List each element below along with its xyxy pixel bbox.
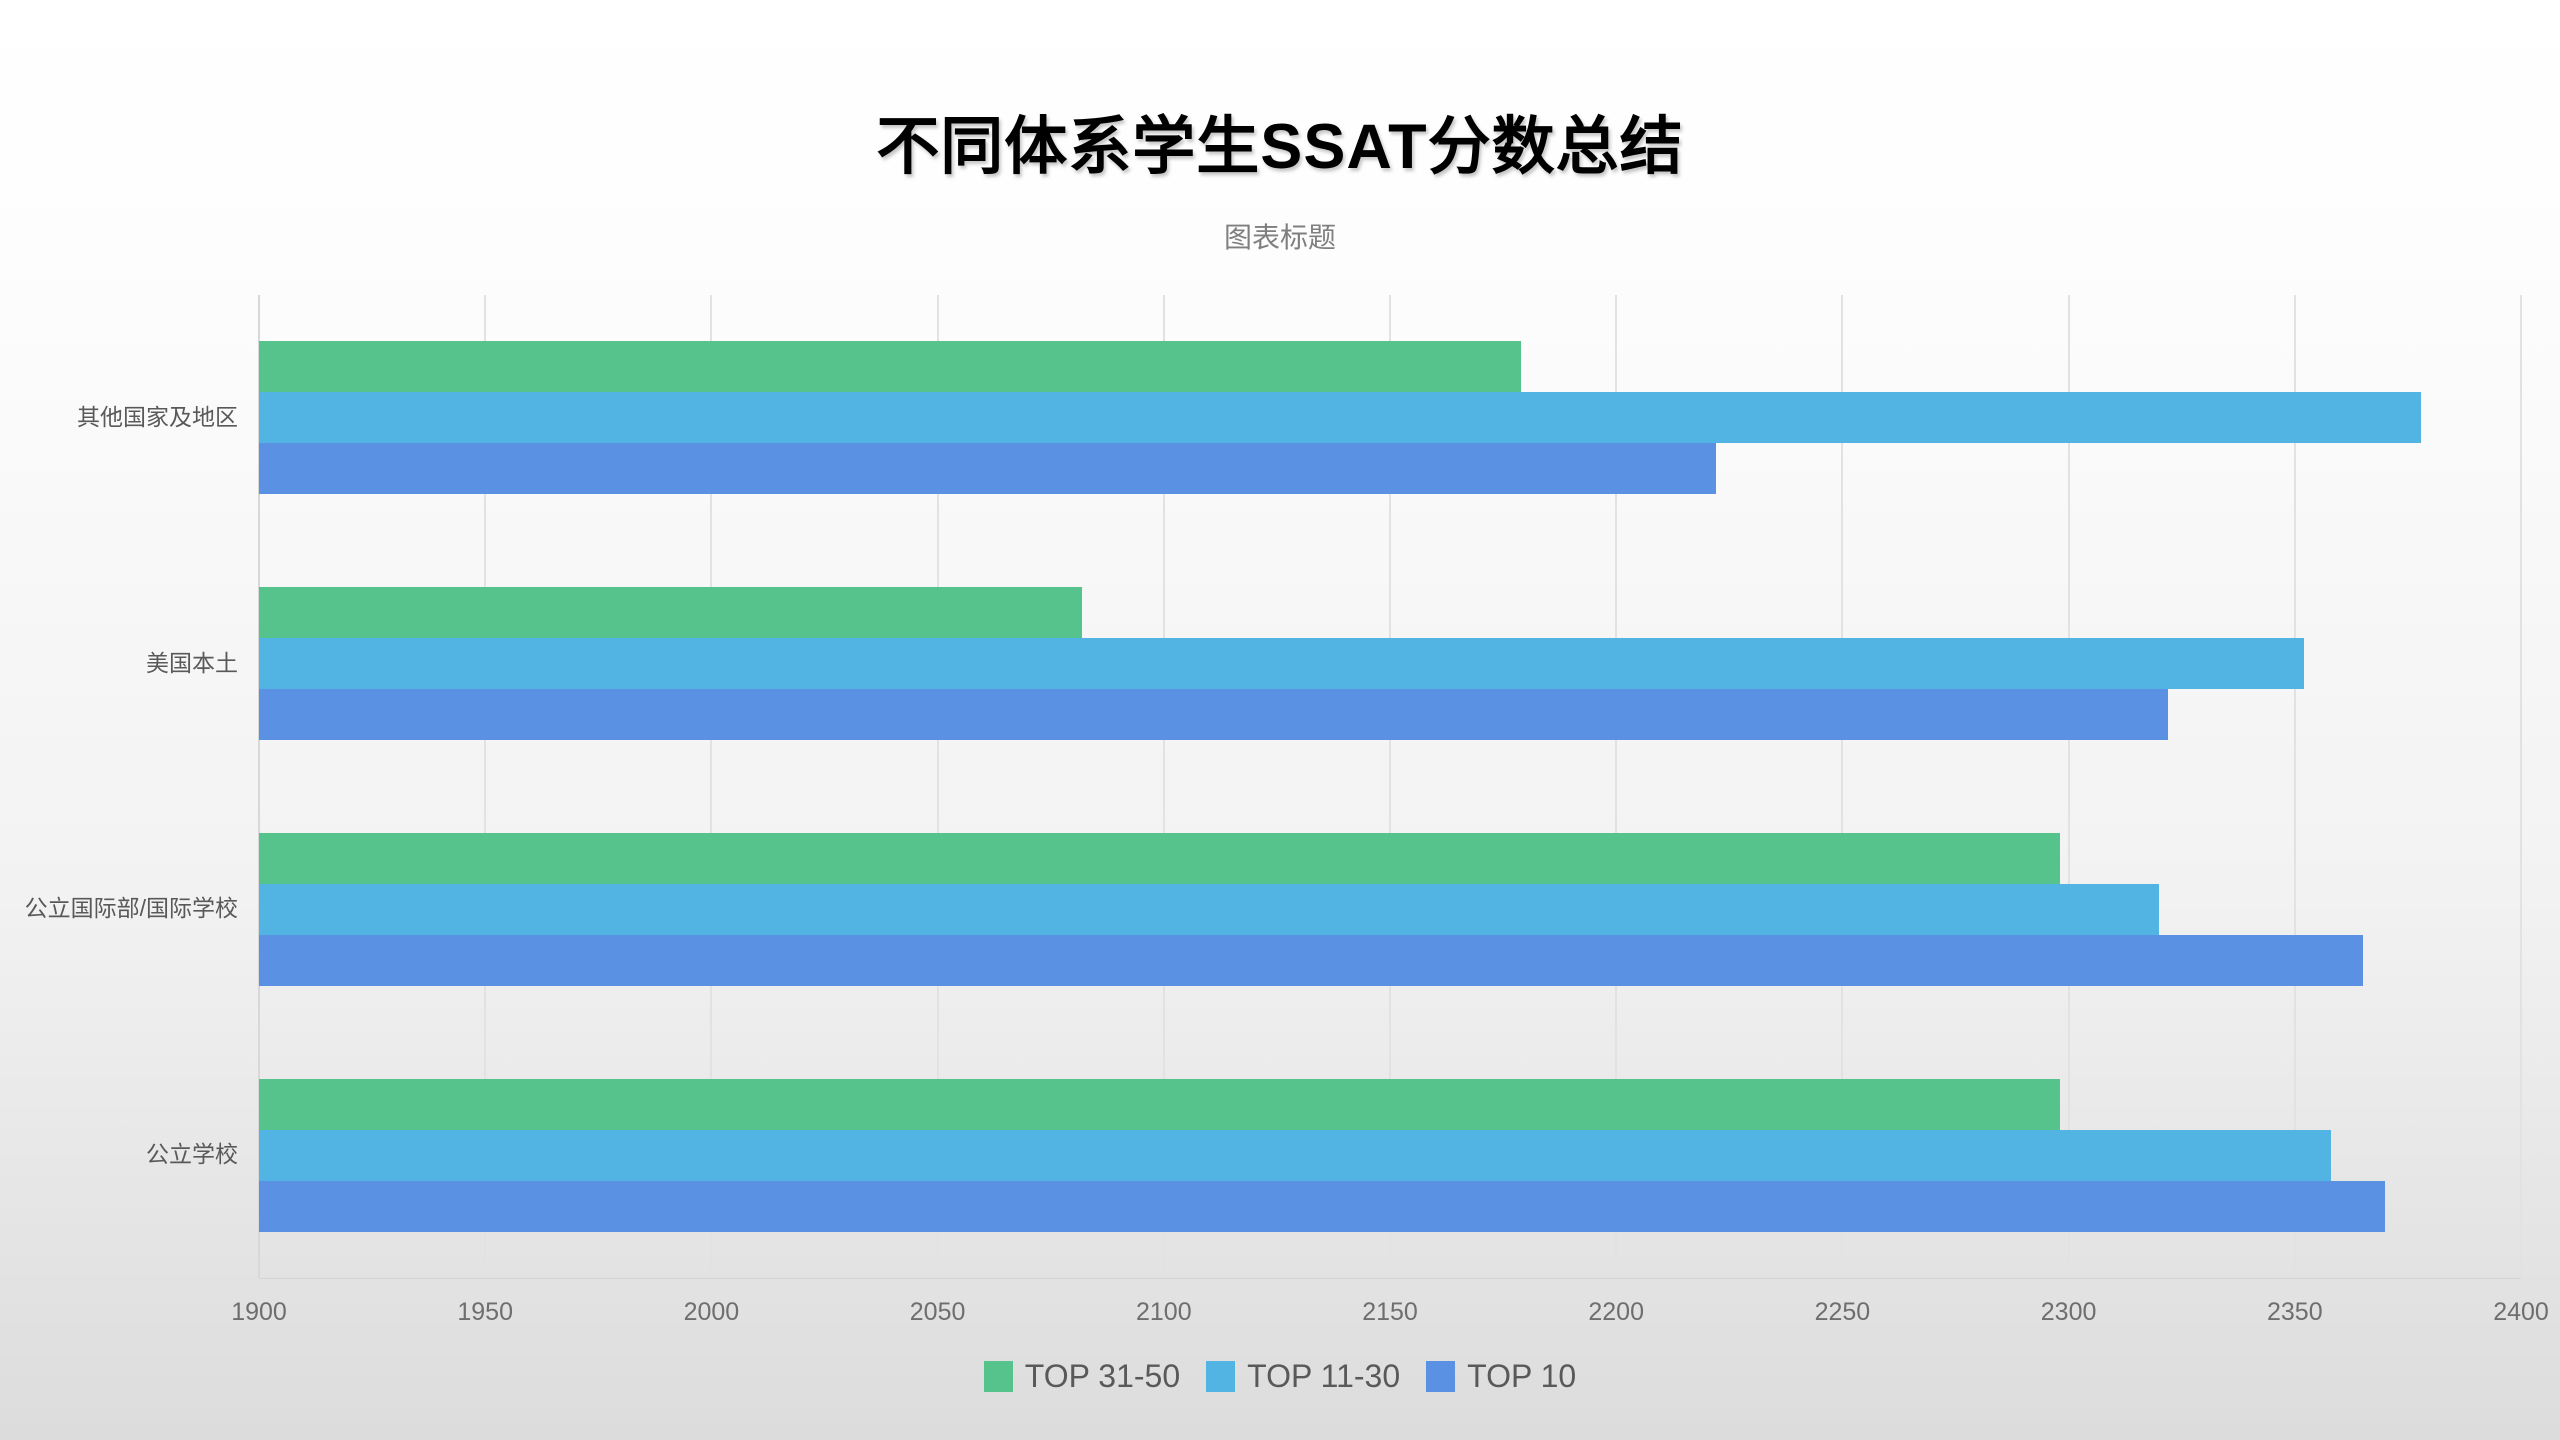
grid-line-2300 bbox=[2067, 295, 2070, 1278]
legend-label: TOP 11-30 bbox=[1247, 1358, 1401, 1394]
x-tick-label: 2200 bbox=[1588, 1298, 1644, 1326]
grid-line-2350 bbox=[2293, 295, 2296, 1278]
bar-top-10[interactable] bbox=[259, 1180, 2386, 1232]
legend: TOP 31-50 TOP 11-30 TOP 10 bbox=[0, 1358, 2560, 1395]
grid-line-2400 bbox=[2520, 295, 2522, 1278]
bar-top-11-30[interactable] bbox=[259, 392, 2422, 444]
x-tick-label: 1900 bbox=[231, 1298, 287, 1326]
bar-top-31-50[interactable] bbox=[259, 832, 2060, 884]
chart-subtitle: 图表标题 bbox=[1223, 222, 1336, 253]
grid-line-2150 bbox=[1389, 295, 1391, 1278]
legend-swatch-icon bbox=[1426, 1361, 1456, 1392]
grid-line-1950 bbox=[484, 295, 487, 1278]
category-label: 美国本土 bbox=[146, 649, 238, 676]
legend-label: TOP 10 bbox=[1467, 1358, 1577, 1394]
bar-top-10[interactable] bbox=[259, 443, 1716, 495]
category-label: 公立国际部/国际学校 bbox=[24, 895, 238, 922]
x-tick-label: 2100 bbox=[1135, 1298, 1192, 1326]
grid-line-2100 bbox=[1162, 295, 1165, 1278]
category-label: 公立学校 bbox=[146, 1141, 238, 1168]
x-axis-line bbox=[259, 1278, 2521, 1279]
legend-item-top-31-50[interactable]: TOP 31-50 bbox=[983, 1358, 1181, 1395]
x-tick-label: 1950 bbox=[457, 1298, 513, 1326]
bar-top-11-30[interactable] bbox=[259, 883, 2160, 935]
category-label: 其他国家及地区 bbox=[77, 403, 238, 430]
bar-top-31-50[interactable] bbox=[259, 1078, 2060, 1130]
grid-line-1900 bbox=[258, 295, 260, 1278]
x-tick-label: 2300 bbox=[2040, 1298, 2097, 1326]
legend-swatch-icon bbox=[983, 1361, 1013, 1392]
grid-line-2000 bbox=[710, 295, 713, 1278]
legend-item-top-10[interactable]: TOP 10 bbox=[1426, 1358, 1576, 1395]
bar-top-31-50[interactable] bbox=[259, 341, 1522, 393]
x-tick-label: 2400 bbox=[2493, 1298, 2549, 1326]
x-tick-label: 2350 bbox=[2266, 1298, 2323, 1326]
x-tick-label: 2250 bbox=[1814, 1298, 1871, 1326]
grid-line-2200 bbox=[1615, 295, 1618, 1278]
legend-swatch-icon bbox=[1206, 1361, 1236, 1392]
legend-label: TOP 31-50 bbox=[1024, 1358, 1181, 1394]
bar-top-10[interactable] bbox=[259, 689, 2169, 741]
grid-line-2250 bbox=[1841, 295, 1844, 1278]
x-tick-label: 2000 bbox=[683, 1298, 740, 1326]
chart-main-title: 不同体系学生SSAT分数总结 bbox=[876, 112, 1684, 182]
grid-line-2050 bbox=[936, 295, 939, 1278]
x-tick-label: 2050 bbox=[909, 1298, 966, 1326]
x-tick-label: 2150 bbox=[1362, 1298, 1418, 1326]
bar-top-11-30[interactable] bbox=[259, 638, 2304, 690]
legend-item-top-11-30[interactable]: TOP 11-30 bbox=[1206, 1358, 1400, 1395]
bar-top-11-30[interactable] bbox=[259, 1129, 2331, 1181]
bar-top-31-50[interactable] bbox=[259, 587, 1083, 639]
bar-top-10[interactable] bbox=[259, 934, 2363, 986]
